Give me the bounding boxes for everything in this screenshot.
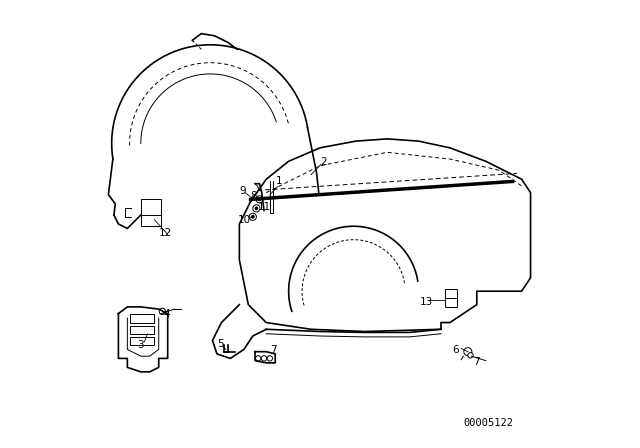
FancyBboxPatch shape xyxy=(130,314,154,323)
Circle shape xyxy=(261,356,267,361)
Text: 1: 1 xyxy=(275,176,282,186)
Text: 11: 11 xyxy=(258,202,271,212)
Text: 7: 7 xyxy=(269,345,276,355)
Text: 00005122: 00005122 xyxy=(463,418,513,428)
Circle shape xyxy=(256,196,263,203)
Text: 5: 5 xyxy=(217,339,224,349)
Text: 8: 8 xyxy=(250,191,257,201)
Circle shape xyxy=(252,215,254,218)
Text: 12: 12 xyxy=(159,228,172,238)
Text: 2: 2 xyxy=(320,157,327,167)
Circle shape xyxy=(255,207,258,210)
Circle shape xyxy=(159,308,166,314)
Text: 9: 9 xyxy=(239,186,246,196)
FancyBboxPatch shape xyxy=(130,326,154,334)
Circle shape xyxy=(255,356,261,361)
Circle shape xyxy=(249,213,257,220)
FancyBboxPatch shape xyxy=(130,337,154,345)
Text: 10: 10 xyxy=(238,215,252,225)
Circle shape xyxy=(258,198,261,201)
Circle shape xyxy=(253,205,260,212)
Text: 6: 6 xyxy=(452,345,459,355)
Text: 4: 4 xyxy=(163,309,170,319)
Text: 7: 7 xyxy=(474,357,480,366)
FancyBboxPatch shape xyxy=(445,289,457,307)
FancyBboxPatch shape xyxy=(141,199,161,226)
Circle shape xyxy=(468,353,473,358)
Text: 3: 3 xyxy=(138,340,144,350)
Circle shape xyxy=(267,356,273,361)
Circle shape xyxy=(464,348,472,356)
Text: 13: 13 xyxy=(420,297,433,307)
